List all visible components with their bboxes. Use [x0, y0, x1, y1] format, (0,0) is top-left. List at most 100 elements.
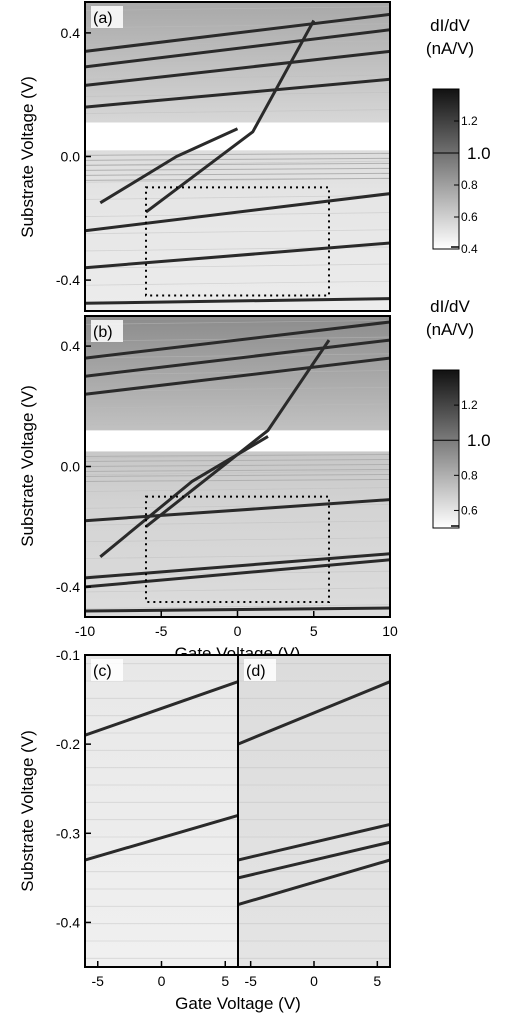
x-tick-label: -5: [92, 973, 105, 989]
colorbar-mid-label: 1.0: [467, 144, 491, 163]
resonance-line: [145, 339, 331, 528]
texture-line: [85, 487, 390, 492]
texture-line: [85, 587, 390, 593]
texture-line: [85, 6, 390, 11]
colorbar-tick-label: 1.2: [461, 398, 478, 412]
map-content: [85, 6, 390, 305]
texture-line: [85, 520, 390, 526]
colorbar-tick-label: 0.4: [461, 242, 478, 256]
map-content: [238, 663, 390, 959]
y-tick-label: 0.0: [61, 149, 81, 165]
bright-band: [85, 430, 390, 452]
stripe-line: [85, 172, 390, 176]
resonance-line: [85, 12, 390, 53]
x-tick-label: 5: [221, 973, 229, 989]
panel-label: (a): [93, 10, 113, 27]
map-content: [85, 319, 390, 613]
resonance-line: [85, 320, 390, 360]
resonance-line: [85, 338, 390, 378]
stripe-line: [85, 463, 390, 467]
resonance-line: [99, 435, 269, 558]
x-tick-label: 5: [310, 623, 318, 639]
x-tick-label: 10: [382, 623, 398, 639]
stripe-line: [85, 458, 390, 462]
x-tick-label: 0: [310, 973, 318, 989]
colorbar-units: (nA/V): [426, 320, 474, 339]
colorbar-tick-label: 0.8: [461, 468, 478, 482]
resonance-line: [85, 28, 390, 69]
panel-a: (a) -0.4 0.0 0.4 Substrate Voltage (V): [18, 1, 391, 312]
panel-label-bg: [91, 6, 123, 28]
colorbar-title: dI/dV: [430, 297, 470, 316]
stripe-line: [85, 157, 390, 161]
texture-line: [85, 386, 390, 392]
texture-line: [85, 280, 390, 286]
resonance-line: [238, 840, 390, 880]
y-axis-label: Substrate Voltage (V): [18, 730, 37, 892]
stripe-line: [85, 478, 390, 482]
resonance-line: [99, 127, 239, 205]
colorbar-tick-label: 1.2: [461, 114, 478, 128]
resonance-line: [85, 606, 390, 613]
stripe-line: [85, 473, 390, 477]
texture-line: [85, 420, 390, 426]
texture-line: [85, 229, 390, 235]
texture-line: [85, 353, 390, 359]
texture-line: [85, 263, 390, 269]
panel-label: (d): [246, 663, 266, 680]
texture-line: [85, 470, 390, 476]
panel-label: (c): [93, 663, 112, 680]
colorbar-mid-label: 1.0: [467, 431, 491, 450]
panel-c: (c) -0.1 -0.2 -0.3 -0.4 -5 0 5 Substrate Voltage…: [18, 647, 239, 989]
bright-band: [85, 122, 390, 151]
x-tick-label: -5: [155, 623, 168, 639]
resonance-line: [145, 19, 316, 214]
panel-label-bg: [91, 320, 123, 342]
resonance-line: [85, 192, 390, 233]
panel-d: (d) -5 0 5 Gate Voltage (V): [175, 654, 391, 1013]
x-tick-label: -10: [75, 623, 95, 639]
chart-layer: (a) -0.4 0.0 0.4 Substrate Voltage (V) (b) -0.…: [18, 1, 491, 1013]
colorbar-tick-label: 0.6: [461, 503, 478, 517]
x-tick-label: 0: [234, 623, 242, 639]
colorbar-2: dI/dV (nA/V) 1.2 0.8 0.6 1.0: [426, 297, 491, 529]
texture-line: [85, 160, 390, 166]
y-tick-label: -0.2: [56, 736, 80, 752]
y-tick-label: 0.4: [61, 25, 81, 41]
colorbar-tick-label: 0.6: [461, 210, 478, 224]
texture-line: [85, 195, 390, 200]
y-tick-label: -0.4: [56, 914, 80, 930]
panel-label-bg: [244, 659, 276, 681]
y-tick-label: 0.0: [61, 459, 81, 475]
x-tick-label: 0: [158, 973, 166, 989]
x-tick-label: 5: [373, 973, 381, 989]
x-tick-label: -5: [244, 973, 257, 989]
zoom-region-box: [145, 495, 330, 603]
texture-line: [85, 554, 390, 559]
resonance-line: [85, 241, 390, 270]
y-tick-label: -0.4: [56, 272, 80, 288]
colorbar-tick-label: 0.8: [461, 178, 478, 192]
colorbar-gradient: [432, 88, 460, 250]
map-background: [85, 655, 238, 967]
resonance-line: [238, 680, 390, 746]
resonance-line: [85, 356, 390, 396]
texture-line: [85, 370, 390, 375]
map-background: [238, 655, 390, 967]
panel-b: (b) -0.4 0.0 0.4 -10 -5 0 5 10 Substrate Voltage …: [18, 315, 398, 663]
y-tick-label: -0.4: [56, 579, 80, 595]
resonance-line: [85, 49, 390, 87]
stripe-line: [85, 167, 390, 171]
resonance-line: [238, 822, 390, 862]
y-axis-label: Substrate Voltage (V): [18, 76, 37, 238]
resonance-line: [85, 680, 238, 737]
resonance-line: [85, 552, 390, 580]
texture-line: [85, 503, 390, 509]
texture-line: [85, 109, 390, 114]
resonance-line: [85, 558, 390, 589]
y-tick-label: -0.1: [56, 647, 80, 663]
resonance-line: [238, 858, 390, 907]
texture-line: [85, 23, 390, 29]
colorbar-gradient: [432, 369, 460, 529]
